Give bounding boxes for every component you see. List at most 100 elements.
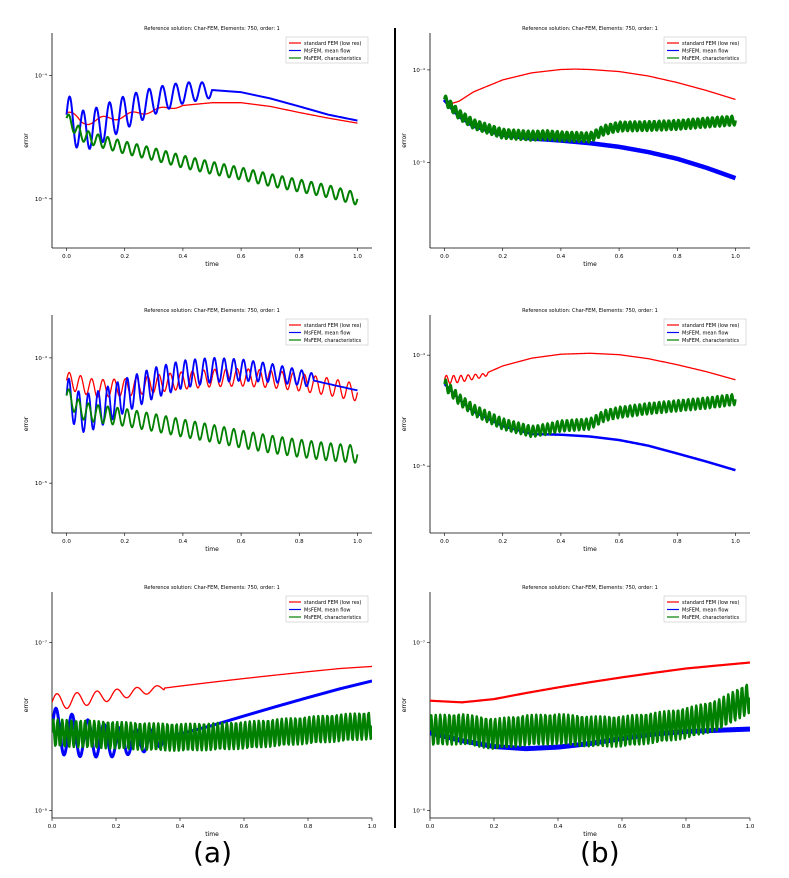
series-group (442, 68, 738, 181)
legend-entry: MsFEM, characteristics (682, 338, 739, 344)
legend-entry: standard FEM (low res) (304, 323, 361, 329)
x-tick-label: 0.6 (240, 824, 249, 830)
y-axis-label: error (401, 133, 408, 148)
x-tick-label: 0.6 (618, 824, 627, 830)
x-tick-label: 0.4 (176, 824, 185, 830)
x-tick-label: 1.0 (731, 539, 740, 545)
chart-title: Reference solution: Char-FEM, Elements: … (144, 308, 280, 314)
series-group (430, 661, 750, 752)
x-tick-label: 0.6 (615, 254, 624, 260)
series-line-1 (430, 661, 750, 704)
y-tick-label: 10⁻⁵ (413, 160, 425, 167)
legend-entry: standard FEM (low res) (304, 600, 361, 606)
series-group (52, 665, 372, 759)
legend-entry: standard FEM (low res) (682, 41, 739, 47)
y-tick-label: 10⁻⁷ (35, 640, 47, 647)
legend: standard FEM (low res)MsFEM, mean flow Ms… (285, 36, 369, 64)
x-axis-label: time (583, 261, 597, 268)
x-tick-label: 0.4 (179, 254, 188, 260)
series-line-3 (65, 388, 359, 464)
x-tick-label: 0.2 (112, 824, 121, 830)
panel-label-b: (b) (580, 836, 620, 869)
series-line-3 (65, 113, 359, 206)
chart-title: Reference solution: Char-FEM, Elements: … (144, 26, 280, 32)
chart-b3: Reference solution: Char-FEM, Elements: … (401, 585, 755, 838)
x-tick-label: 0.6 (615, 539, 624, 545)
legend-entry: standard FEM (low res) (682, 600, 739, 606)
x-tick-label: 0.2 (498, 539, 507, 545)
y-tick-label: 10⁻⁴ (413, 352, 426, 359)
y-axis-label: error (23, 133, 30, 148)
x-tick-label: 0.8 (304, 824, 313, 830)
legend-entry: MsFEM, characteristics (682, 56, 739, 62)
y-tick-label: 10⁻⁴ (413, 67, 426, 74)
legend-entry: MsFEM, mean flow (682, 48, 729, 54)
series-line-3 (430, 683, 750, 750)
x-tick-label: 0.0 (48, 824, 57, 830)
x-tick-label: 0.6 (237, 539, 246, 545)
chart-b1: Reference solution: Char-FEM, Elements: … (401, 26, 750, 268)
chart-title: Reference solution: Char-FEM, Elements: … (144, 585, 280, 591)
x-tick-label: 0.8 (673, 254, 682, 260)
legend: standard FEM (low res)MsFEM, mean flow Ms… (285, 595, 369, 623)
x-axis-label: time (205, 261, 219, 268)
legend: standard FEM (low res)MsFEM, mean flow Ms… (663, 36, 747, 64)
x-tick-label: 0.2 (120, 254, 129, 260)
x-tick-label: 0.2 (498, 254, 507, 260)
y-axis-label: error (23, 416, 30, 431)
y-axis-label: error (401, 416, 408, 431)
column-divider (394, 28, 396, 828)
x-tick-label: 0.2 (490, 824, 499, 830)
legend-entry: MsFEM, characteristics (304, 615, 361, 621)
legend-entry: standard FEM (low res) (304, 41, 361, 47)
y-tick-label: 10⁻⁵ (35, 196, 47, 203)
x-tick-label: 0.8 (295, 254, 304, 260)
y-axis-label: error (401, 697, 408, 712)
legend-entry: MsFEM, mean flow (304, 48, 351, 54)
legend-entry: MsFEM, mean flow (304, 330, 351, 336)
series-line-3 (443, 94, 737, 144)
y-tick-label: 10⁻⁸ (413, 807, 426, 814)
series-line-1 (66, 102, 358, 126)
y-tick-label: 10⁻⁵ (413, 463, 425, 470)
x-tick-label: 0.2 (120, 539, 129, 545)
x-tick-label: 0.6 (237, 254, 246, 260)
x-tick-label: 0.8 (673, 539, 682, 545)
x-tick-label: 0.0 (62, 539, 71, 545)
x-tick-label: 0.0 (426, 824, 435, 830)
x-tick-label: 0.4 (557, 254, 566, 260)
x-axis-label: time (205, 831, 219, 838)
chart-title: Reference solution: Char-FEM, Elements: … (522, 308, 658, 314)
panel-label-a: (a) (193, 836, 233, 869)
legend-entry: MsFEM, mean flow (682, 607, 729, 613)
legend-entry: MsFEM, characteristics (304, 338, 361, 344)
y-tick-label: 10⁻⁷ (413, 640, 425, 647)
chart-title: Reference solution: Char-FEM, Elements: … (522, 585, 658, 591)
x-tick-label: 0.8 (295, 539, 304, 545)
legend: standard FEM (low res)MsFEM, mean flow Ms… (285, 318, 369, 346)
series-line-3 (52, 711, 372, 752)
x-axis-label: time (583, 546, 597, 553)
y-tick-label: 10⁻⁴ (35, 355, 48, 362)
x-tick-label: 0.0 (440, 539, 449, 545)
y-tick-label: 10⁻⁴ (35, 72, 48, 79)
series-group (65, 356, 359, 464)
x-tick-label: 1.0 (368, 824, 377, 830)
y-axis-label: error (23, 697, 30, 712)
legend: standard FEM (low res)MsFEM, mean flow Ms… (663, 318, 747, 346)
x-tick-label: 0.4 (179, 539, 188, 545)
y-tick-label: 10⁻⁸ (35, 807, 48, 814)
legend-entry: MsFEM, mean flow (304, 607, 351, 613)
legend: standard FEM (low res)MsFEM, mean flow Ms… (663, 595, 747, 623)
x-tick-label: 1.0 (731, 254, 740, 260)
x-tick-label: 0.4 (554, 824, 563, 830)
series-line-1 (444, 68, 736, 105)
x-tick-label: 0.4 (557, 539, 566, 545)
series-line-1 (443, 352, 736, 385)
legend-entry: standard FEM (low res) (682, 323, 739, 329)
x-axis-label: time (205, 546, 219, 553)
x-axis-label: time (583, 831, 597, 838)
x-tick-label: 0.0 (440, 254, 449, 260)
